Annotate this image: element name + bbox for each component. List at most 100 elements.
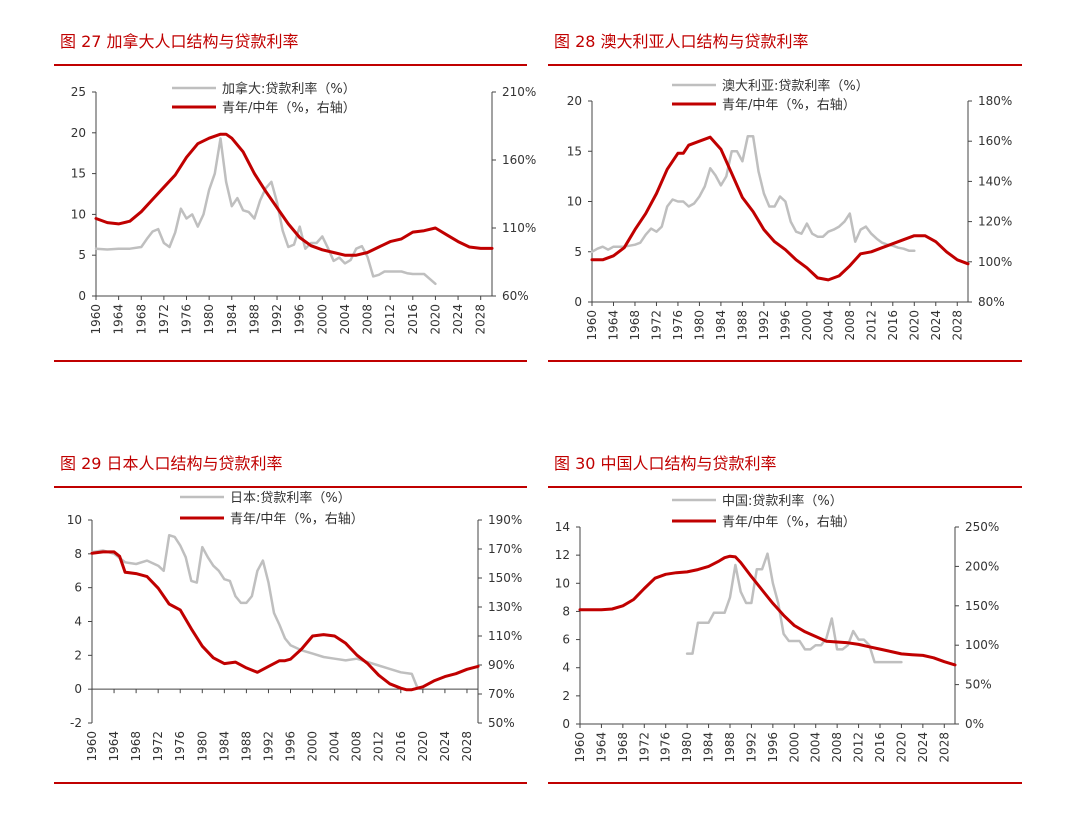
x-tick-label: 1968 bbox=[616, 732, 630, 763]
x-tick-label: 1996 bbox=[284, 731, 298, 762]
y-tick-label: 6 bbox=[562, 633, 570, 647]
y-tick-label: 0 bbox=[74, 682, 82, 696]
x-tick-label: 1960 bbox=[89, 304, 103, 335]
y-tick-label: 6 bbox=[74, 581, 82, 595]
x-tick-label: 2012 bbox=[864, 310, 878, 341]
y2-tick-label: 50% bbox=[965, 678, 992, 692]
y-tick-label: 10 bbox=[71, 207, 86, 221]
chart-title: 图 30 中国人口结构与贷款利率 bbox=[554, 454, 777, 473]
x-tick-label: 1960 bbox=[85, 731, 99, 762]
x-tick-label: 1960 bbox=[585, 310, 599, 341]
x-tick-label: 1980 bbox=[202, 304, 216, 335]
y-tick-label: 15 bbox=[71, 167, 86, 181]
x-tick-label: 2004 bbox=[328, 731, 342, 762]
x-tick-label: 1964 bbox=[594, 732, 608, 763]
x-tick-label: 1988 bbox=[735, 310, 749, 341]
x-tick-label: 2008 bbox=[830, 732, 844, 763]
chart-title: 图 28 澳大利亚人口结构与贷款利率 bbox=[554, 32, 809, 51]
x-tick-label: 1992 bbox=[261, 731, 275, 762]
chart-panel-australia: 图 28 澳大利亚人口结构与贷款利率 0 5 10 15 20 80% 100% 120% 14… bbox=[548, 28, 1022, 368]
x-tick-label: 1968 bbox=[129, 731, 143, 762]
x-tick-label: 1988 bbox=[239, 731, 253, 762]
y-tick-label: 5 bbox=[78, 248, 86, 262]
y2-tick-label: 160% bbox=[978, 134, 1012, 148]
x-tick-label: 2020 bbox=[416, 731, 430, 762]
y2-tick-label: 250% bbox=[965, 520, 999, 534]
x-tick-label: 2028 bbox=[950, 310, 964, 341]
x-tick-label: 2028 bbox=[474, 304, 488, 335]
y2-tick-label: 50% bbox=[488, 716, 515, 730]
line-chart: -2 0 2 4 6 8 10 50% 70% 90% 110% 130% 150% 170% 190% 19… bbox=[67, 490, 523, 762]
x-tick-label: 1992 bbox=[270, 304, 284, 335]
x-tick-label: 2016 bbox=[886, 310, 900, 341]
y2-tick-label: 120% bbox=[978, 215, 1012, 229]
series-line-ratio bbox=[590, 135, 970, 282]
bottom-rule bbox=[54, 360, 527, 362]
bottom-rule bbox=[54, 782, 527, 784]
chart-panel-canada: 图 27 加拿大人口结构与贷款利率 0 5 10 15 20 25 60% 110% 160% 2… bbox=[54, 28, 536, 368]
bottom-rule bbox=[548, 360, 1022, 362]
y-tick-label: 15 bbox=[567, 144, 582, 158]
y-tick-label: -2 bbox=[70, 716, 82, 730]
y-tick-label: 10 bbox=[67, 513, 82, 527]
series-line-rate bbox=[685, 552, 903, 664]
y-tick-label: 0 bbox=[562, 717, 570, 731]
x-tick-label: 2000 bbox=[306, 731, 320, 762]
x-tick-label: 1980 bbox=[680, 732, 694, 763]
x-tick-label: 2012 bbox=[852, 732, 866, 763]
y2-tick-label: 90% bbox=[488, 658, 515, 672]
x-tick-label: 1984 bbox=[217, 731, 231, 762]
x-tick-label: 1988 bbox=[723, 732, 737, 763]
y-tick-label: 20 bbox=[71, 126, 86, 140]
y-tick-label: 10 bbox=[567, 195, 582, 209]
x-tick-label: 2024 bbox=[916, 732, 930, 763]
y-tick-label: 25 bbox=[71, 85, 86, 99]
x-tick-label: 1964 bbox=[112, 304, 126, 335]
series-line-ratio bbox=[94, 132, 494, 257]
y2-tick-label: 190% bbox=[488, 513, 522, 527]
series-line-ratio bbox=[90, 550, 480, 692]
y2-tick-label: 180% bbox=[978, 94, 1012, 108]
legend-label: 日本:贷款利率（%） bbox=[230, 490, 351, 506]
y2-tick-label: 140% bbox=[978, 174, 1012, 188]
series-line-ratio bbox=[578, 554, 957, 667]
y-tick-label: 8 bbox=[74, 547, 82, 561]
bottom-rule bbox=[548, 782, 1022, 784]
y2-tick-label: 160% bbox=[502, 153, 536, 167]
y2-tick-label: 210% bbox=[502, 85, 536, 99]
x-tick-label: 1980 bbox=[692, 310, 706, 341]
legend-label: 加拿大:贷款利率（%） bbox=[222, 81, 356, 97]
y2-tick-label: 110% bbox=[488, 629, 522, 643]
x-tick-label: 2028 bbox=[937, 732, 951, 763]
x-tick-label: 1976 bbox=[659, 732, 673, 763]
x-tick-label: 2004 bbox=[809, 732, 823, 763]
chart-panel-china: 图 30 中国人口结构与贷款利率 0 2 4 6 8 10 12 14 0% 50% 100% 150… bbox=[548, 450, 1022, 790]
x-tick-label: 2016 bbox=[406, 304, 420, 335]
legend-label: 青年/中年（%，右轴） bbox=[222, 101, 356, 116]
y2-tick-label: 80% bbox=[978, 295, 1005, 309]
chart-title: 图 27 加拿大人口结构与贷款利率 bbox=[60, 32, 299, 51]
x-tick-label: 1992 bbox=[757, 310, 771, 341]
x-tick-label: 1984 bbox=[714, 310, 728, 341]
y-tick-label: 14 bbox=[555, 520, 570, 534]
line-chart: 0 2 4 6 8 10 12 14 0% 50% 100% 150% 200% 250% 1960 1964… bbox=[555, 493, 1000, 763]
x-tick-label: 1992 bbox=[744, 732, 758, 763]
y2-tick-label: 0% bbox=[965, 717, 984, 731]
y2-tick-label: 100% bbox=[965, 638, 999, 652]
y-tick-label: 10 bbox=[555, 576, 570, 590]
y-tick-label: 8 bbox=[562, 604, 570, 618]
x-tick-label: 1972 bbox=[151, 731, 165, 762]
x-tick-label: 2004 bbox=[338, 304, 352, 335]
y2-tick-label: 110% bbox=[502, 221, 536, 235]
x-tick-label: 1972 bbox=[637, 732, 651, 763]
y2-tick-label: 60% bbox=[502, 289, 529, 303]
x-tick-label: 2000 bbox=[787, 732, 801, 763]
x-tick-label: 2016 bbox=[873, 732, 887, 763]
x-tick-label: 2012 bbox=[372, 731, 386, 762]
x-tick-label: 1976 bbox=[671, 310, 685, 341]
y-tick-label: 4 bbox=[562, 661, 570, 675]
series-line-rate bbox=[94, 137, 437, 286]
x-tick-label: 2024 bbox=[438, 731, 452, 762]
x-tick-label: 1964 bbox=[606, 310, 620, 341]
chart-panel-japan: 图 29 日本人口结构与贷款利率 -2 0 2 4 6 8 10 50% 70% 90% 110% 1… bbox=[54, 450, 527, 790]
